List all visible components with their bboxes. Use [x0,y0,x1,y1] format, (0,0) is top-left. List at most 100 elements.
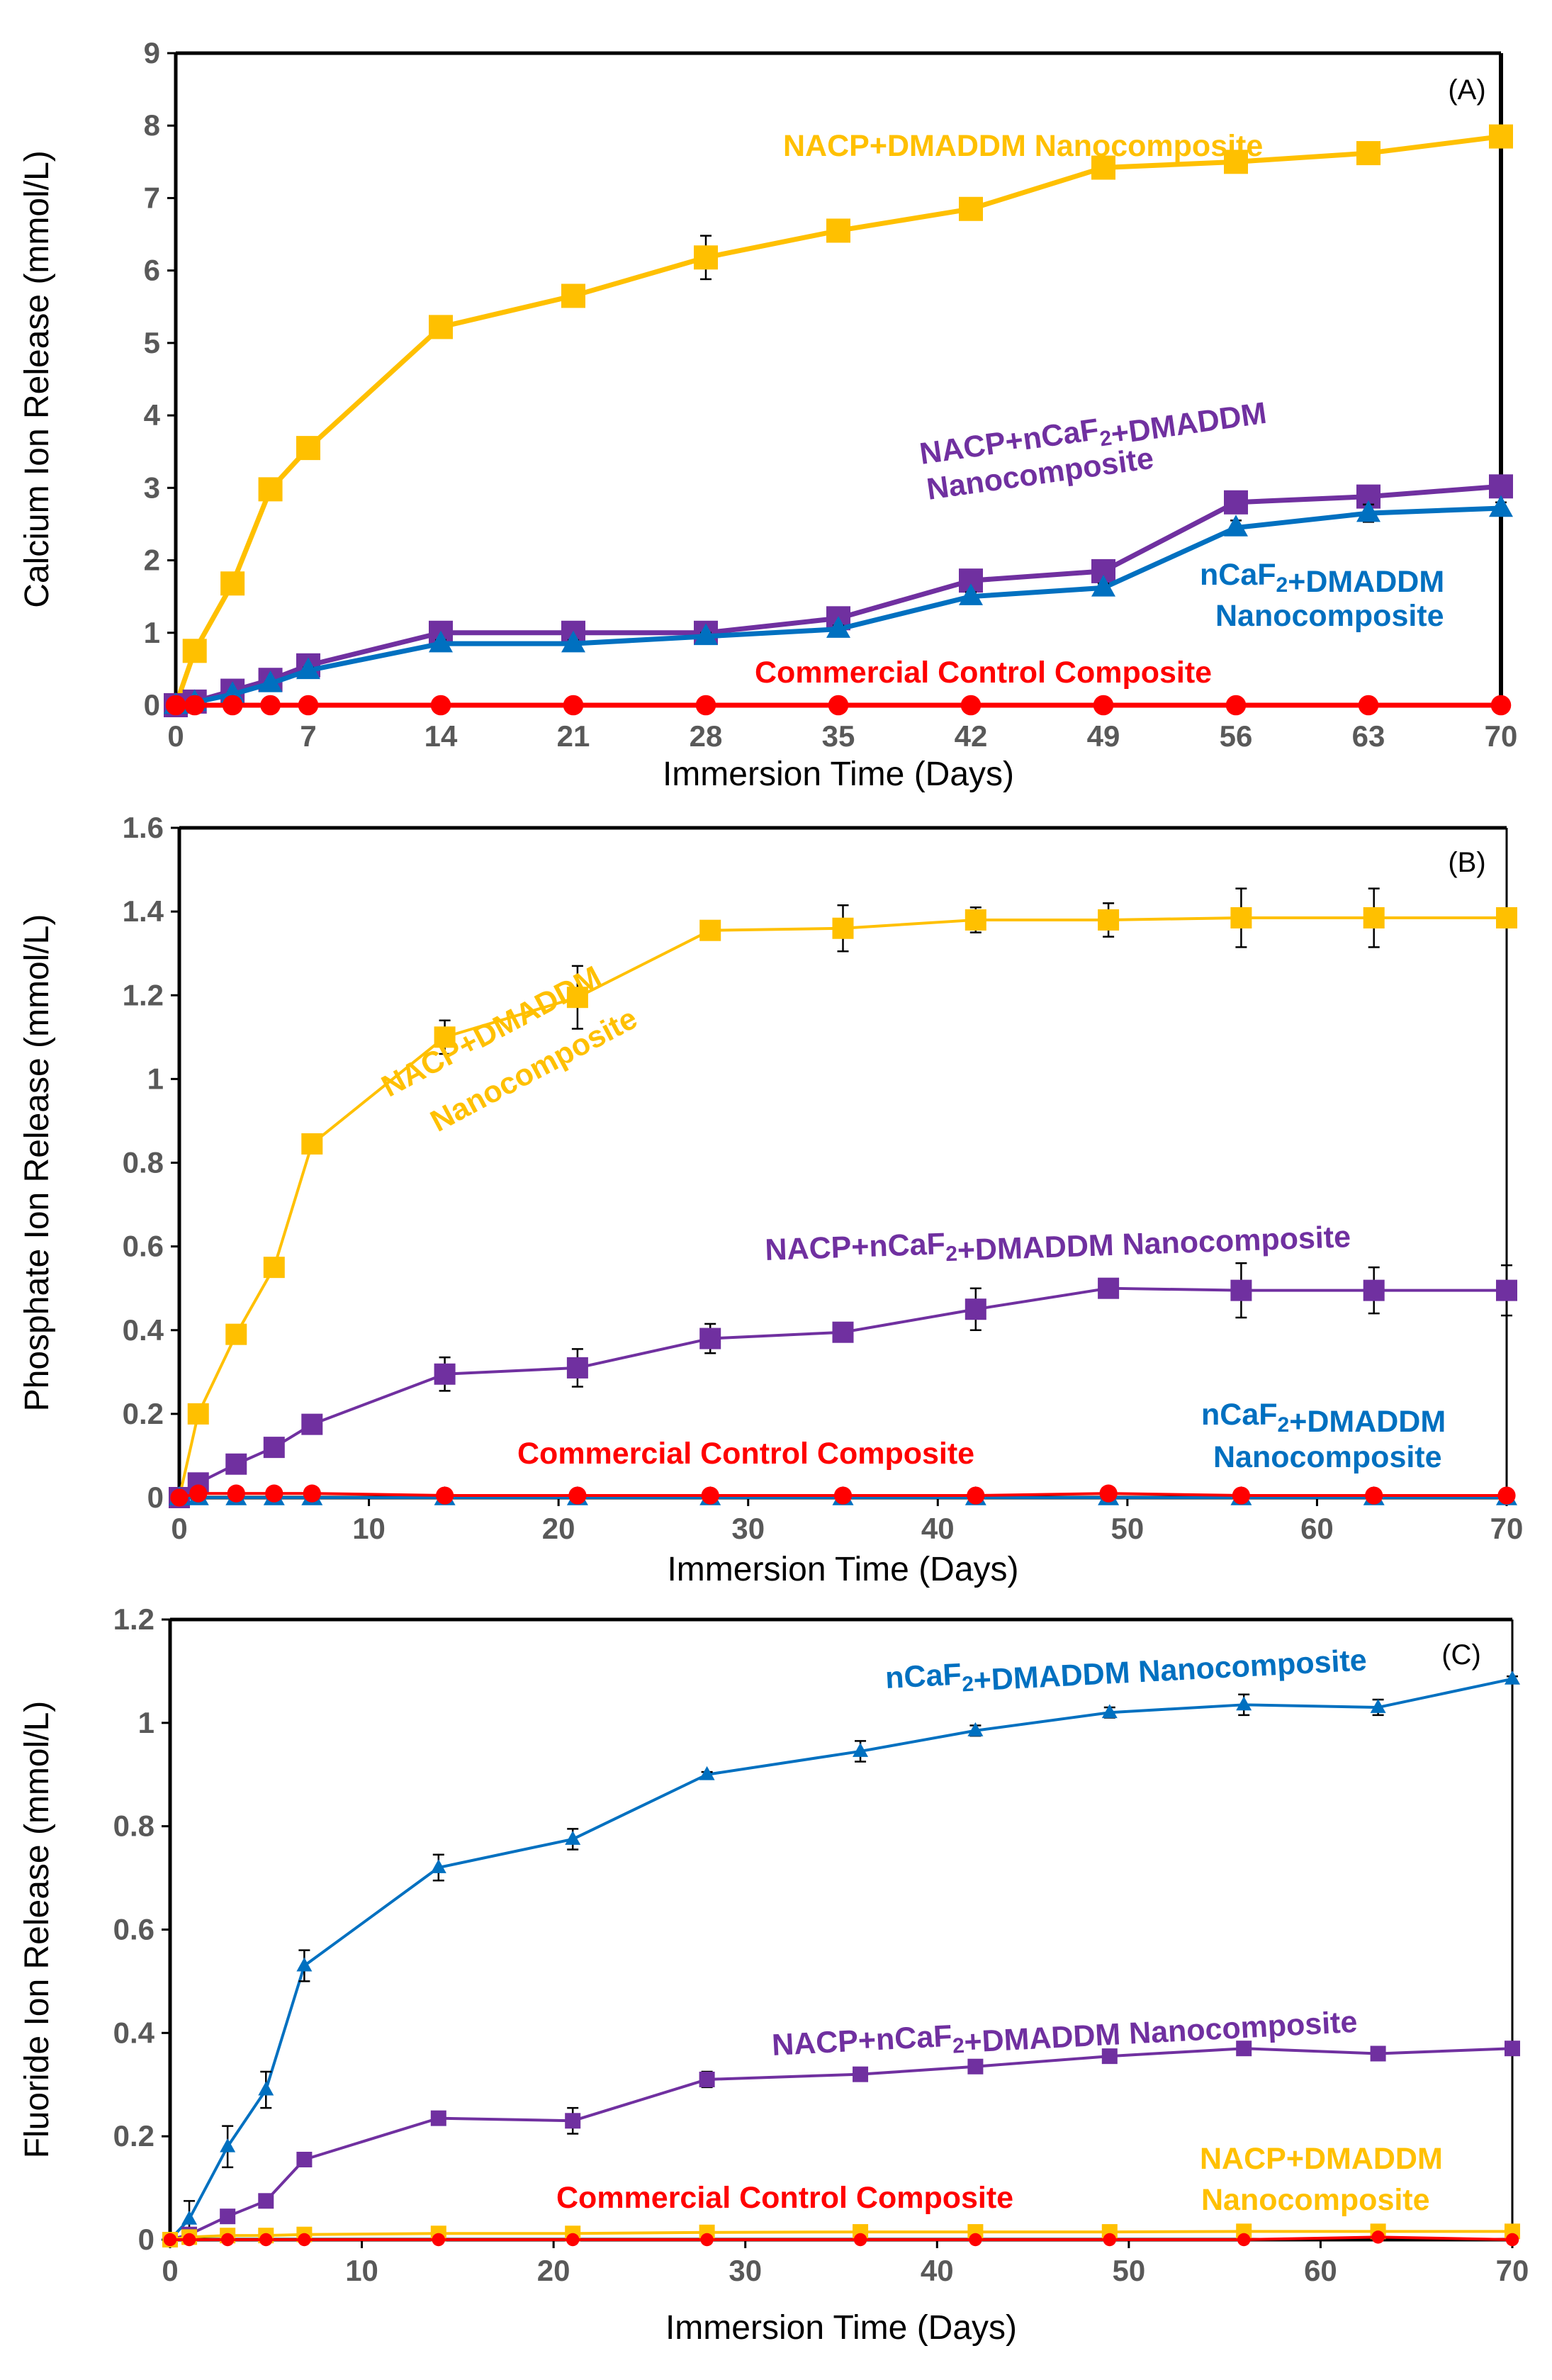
data-point [182,639,207,663]
series-commercial-control-composite [163,2230,1519,2247]
series-annotation: Nanocomposite [1215,599,1444,633]
series-annotation: Commercial Control Composite [556,2181,1013,2215]
data-point [430,2110,446,2126]
data-point [301,1413,323,1435]
x-tick-label: 49 [1087,719,1120,753]
series-nacp-dmaddm-nanocomposite [164,124,1513,717]
data-point [965,1298,986,1320]
series-annotation: Commercial Control Composite [517,1437,974,1471]
x-tick-label: 14 [424,719,458,753]
data-point [1093,695,1114,716]
data-point [263,1437,285,1459]
y-tick-label: 1.4 [123,894,164,928]
x-tick-label: 0 [167,719,184,753]
data-point [1098,909,1120,931]
data-point [258,2081,274,2096]
series-ncaf2-dmaddm-nanocomposite [162,1670,1520,2245]
data-point [170,1488,189,1507]
series-line [175,505,1502,708]
data-point [967,2058,984,2075]
y-tick-label: 0.6 [113,1913,154,1946]
x-tick-label: 28 [690,719,723,753]
y-tick-label: 9 [144,36,160,69]
x-axis-title: Immersion Time (Days) [665,2309,1017,2347]
data-point [969,2233,982,2247]
data-point [959,196,983,221]
data-point [699,1327,721,1349]
x-tick-label: 50 [1112,2254,1145,2287]
x-tick-label: 56 [1220,719,1253,753]
data-point [260,695,281,716]
data-point [699,2071,715,2087]
data-point [301,1133,323,1155]
series-line [170,2235,1513,2241]
data-point [967,1486,985,1505]
data-point [1356,141,1381,166]
data-point [1370,1699,1386,1713]
x-tick-label: 70 [1490,1512,1524,1545]
data-point [1236,2041,1252,2057]
series-annotation: Nanocomposite [1201,2183,1430,2217]
y-tick-label: 0.6 [123,1230,164,1263]
data-point [189,1484,208,1503]
x-tick-label: 0 [171,1512,187,1545]
data-point [220,571,245,596]
x-tick-label: 0 [162,2254,178,2287]
data-point [222,695,243,716]
data-point [298,695,319,716]
data-point [1505,2041,1520,2057]
data-point [1224,490,1248,515]
series-nacp-dmaddm-nanocomposite [169,887,1517,1508]
panel-label: (B) [1448,847,1485,878]
y-tick-label: 0.2 [113,2119,154,2152]
data-point [265,1484,283,1503]
data-point [434,1363,456,1385]
data-point [1363,1279,1385,1301]
data-point [225,1323,247,1345]
data-point [436,1486,454,1505]
panel-label: (A) [1448,74,1485,106]
data-point [699,919,721,941]
data-point [1356,500,1381,522]
x-tick-label: 60 [1304,2254,1337,2287]
y-tick-label: 0.8 [113,1809,154,1843]
series-annotation: nCaF2+DMADDM [1200,558,1444,599]
data-point [181,2210,198,2225]
series-annotation: Nanocomposite [1213,1440,1442,1474]
data-point [565,2113,581,2129]
data-point [298,2233,311,2247]
data-point [967,1722,984,1736]
data-point [561,630,585,653]
x-tick-label: 40 [921,2254,954,2287]
data-point [1230,1279,1252,1301]
data-point [826,616,850,638]
data-point [184,695,205,716]
series-annotation: Commercial Control Composite [755,656,1212,690]
data-point [1099,1484,1118,1503]
data-point [566,987,588,1009]
data-point [187,1403,209,1425]
data-point [694,245,718,270]
series-line [178,916,1507,1498]
y-axis-title: Fluoride Ion Release (mmol/L) [18,1701,56,2159]
x-axis-title: Immersion Time (Days) [663,756,1014,793]
series-annotation: nCaF2+DMADDM Nanocomposite [884,1636,1368,1702]
data-point [832,1321,854,1343]
series-commercial-control-composite [170,1484,1516,1507]
data-point [1091,575,1115,597]
data-point [701,1486,719,1505]
data-point [227,1484,245,1503]
data-point [695,695,716,716]
x-tick-label: 30 [731,1512,765,1545]
data-point [163,2233,177,2247]
data-point [694,623,718,646]
series-nacp-ncaf2-dmaddm-nanocomposite [169,1262,1517,1508]
data-point [1370,2045,1386,2062]
data-point [1225,695,1247,716]
data-point [965,909,986,931]
data-point [700,2233,714,2247]
data-point [1224,515,1248,537]
x-tick-label: 10 [345,2254,378,2287]
data-point [1489,474,1513,499]
data-point [258,477,283,502]
